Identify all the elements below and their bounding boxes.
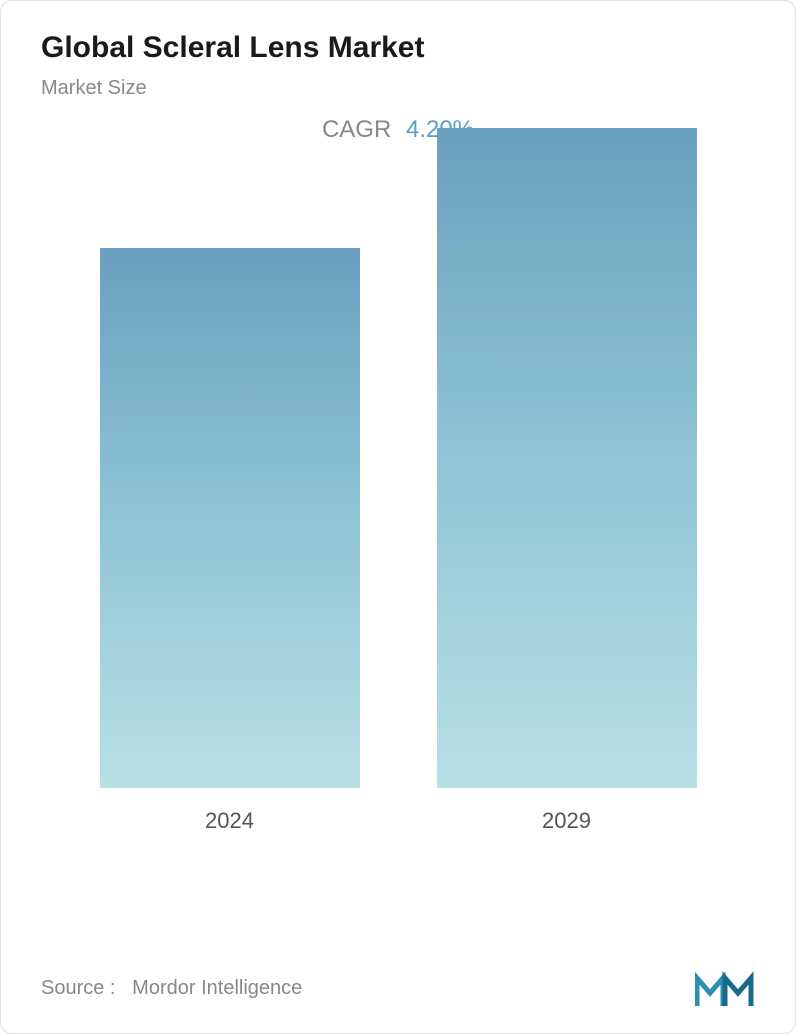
chart-area: 2024 2029 [1, 154, 795, 874]
bars-container: 2024 2029 [61, 174, 735, 834]
source-text: Source : Mordor Intelligence [41, 977, 302, 1000]
bar-group-1: 2029 [427, 128, 707, 834]
bar-group-0: 2024 [90, 248, 370, 834]
source-label: Source : [41, 977, 115, 999]
chart-subtitle: Market Size [41, 77, 755, 100]
cagr-label: CAGR [322, 116, 391, 143]
bar-1 [437, 128, 697, 788]
chart-title: Global Scleral Lens Market [41, 31, 755, 65]
source-value: Mordor Intelligence [132, 977, 302, 999]
mordor-logo-icon [695, 968, 755, 1008]
bar-0 [100, 248, 360, 788]
chart-footer: Source : Mordor Intelligence [1, 968, 795, 1008]
bar-label-0: 2024 [205, 808, 254, 834]
bar-label-1: 2029 [542, 808, 591, 834]
